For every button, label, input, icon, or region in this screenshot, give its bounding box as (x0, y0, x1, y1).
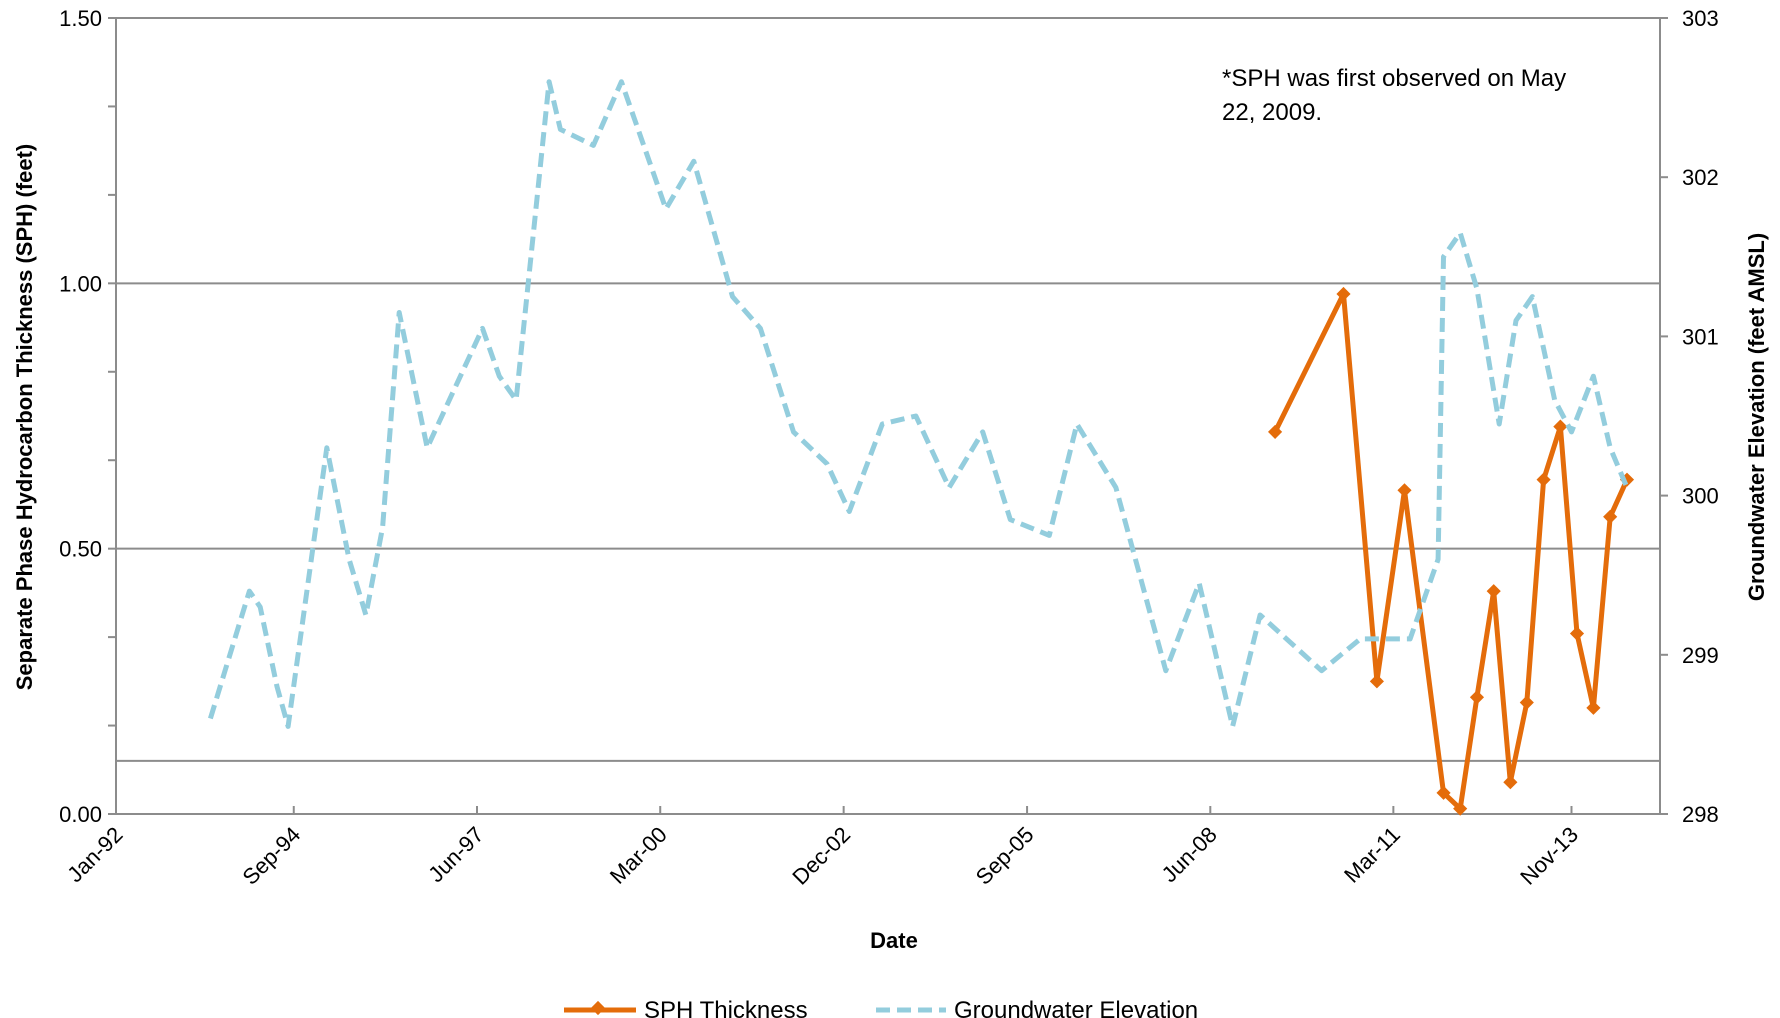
y-right-tick-label: 303 (1682, 6, 1719, 31)
y-axis-left-title: Separate Phase Hydrocarbon Thickness (SP… (12, 144, 37, 691)
data-point-sph-thickness (1603, 509, 1618, 524)
y-axis-right-title: Groundwater Elevation (feet AMSL) (1744, 233, 1769, 601)
data-point-sph-thickness (1436, 785, 1451, 800)
data-point-sph-thickness (1553, 419, 1568, 434)
x-tick-label: Dec-02 (787, 822, 855, 890)
x-tick-label: Sep-05 (971, 822, 1039, 890)
annotation-line-2: 22, 2009. (1222, 99, 1322, 126)
series-layer (208, 79, 1635, 816)
data-point-sph-thickness (1519, 695, 1534, 710)
y-right-tick-label: 302 (1682, 165, 1719, 190)
y-right-tick-label: 300 (1682, 484, 1719, 509)
data-point-sph-thickness (1397, 483, 1412, 498)
x-tick-label: Nov-13 (1515, 822, 1583, 890)
legend-label-sph-thickness: SPH Thickness (644, 997, 808, 1018)
legend-swatch-sph-thickness (564, 1000, 636, 1016)
series-line-groundwater-elevation (208, 79, 1630, 729)
x-tick-label: Jan-92 (62, 822, 127, 887)
y-left-tick-label: 1.00 (59, 271, 102, 296)
data-point-sph-thickness (1369, 674, 1384, 689)
annotation-line-1: *SPH was first observed on May (1222, 65, 1566, 92)
data-point-sph-thickness (1486, 584, 1501, 599)
y-left-tick-label: 0.50 (59, 537, 102, 562)
axes-layer (108, 17, 1668, 815)
series-line-sph-thickness (1272, 291, 1630, 812)
y-right-tick-label: 299 (1682, 643, 1719, 668)
grid-layer (116, 17, 1660, 762)
x-tick-label: Jun-08 (1157, 822, 1222, 887)
data-point-sph-thickness (1586, 700, 1601, 715)
legend: SPH Thickness Groundwater Elevation (564, 997, 1198, 1018)
data-point-sph-thickness (1453, 801, 1468, 816)
x-tick-label: Jun-97 (423, 822, 488, 887)
y-left-tick-label: 0.00 (59, 802, 102, 827)
y-left-tick-label: 1.50 (59, 6, 102, 31)
y-right-tick-label: 301 (1682, 324, 1719, 349)
x-axis-title: Date (870, 928, 918, 953)
x-tick-label: Mar-11 (1339, 822, 1405, 888)
x-tick-label: Mar-00 (605, 822, 672, 889)
data-point-sph-thickness (1569, 626, 1585, 641)
data-point-sph-thickness (1503, 775, 1518, 790)
data-point-sph-thickness (1536, 472, 1551, 487)
data-point-sph-thickness (1469, 690, 1485, 705)
legend-label-groundwater-elevation: Groundwater Elevation (954, 997, 1198, 1018)
x-tick-label: Sep-94 (237, 822, 305, 890)
y-right-tick-label: 298 (1682, 802, 1719, 827)
